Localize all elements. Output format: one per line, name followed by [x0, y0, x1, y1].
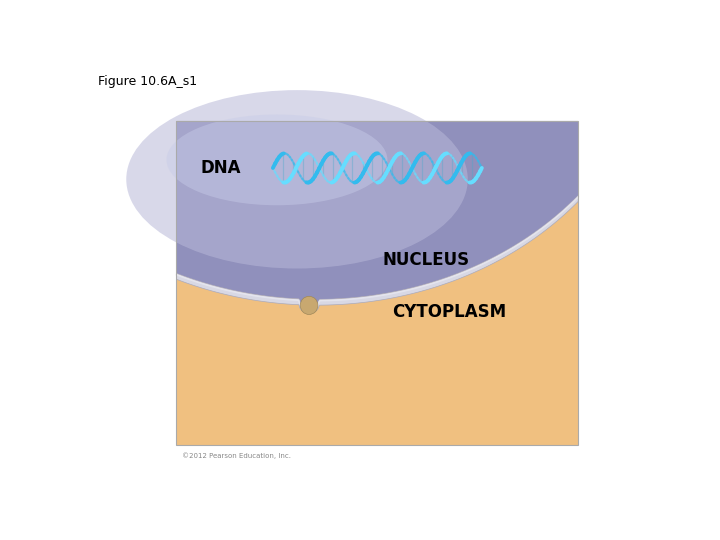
Polygon shape [176, 195, 578, 313]
Text: DNA: DNA [201, 159, 241, 177]
Text: CYTOPLASM: CYTOPLASM [392, 303, 507, 321]
Text: Figure 10.6A_s1: Figure 10.6A_s1 [99, 75, 197, 88]
Text: NUCLEUS: NUCLEUS [382, 252, 469, 269]
Ellipse shape [126, 90, 468, 268]
Bar [176, 121, 578, 446]
Ellipse shape [166, 114, 387, 205]
Text: ©2012 Pearson Education, Inc.: ©2012 Pearson Education, Inc. [182, 453, 291, 460]
Ellipse shape [300, 296, 318, 314]
Polygon shape [176, 121, 578, 307]
